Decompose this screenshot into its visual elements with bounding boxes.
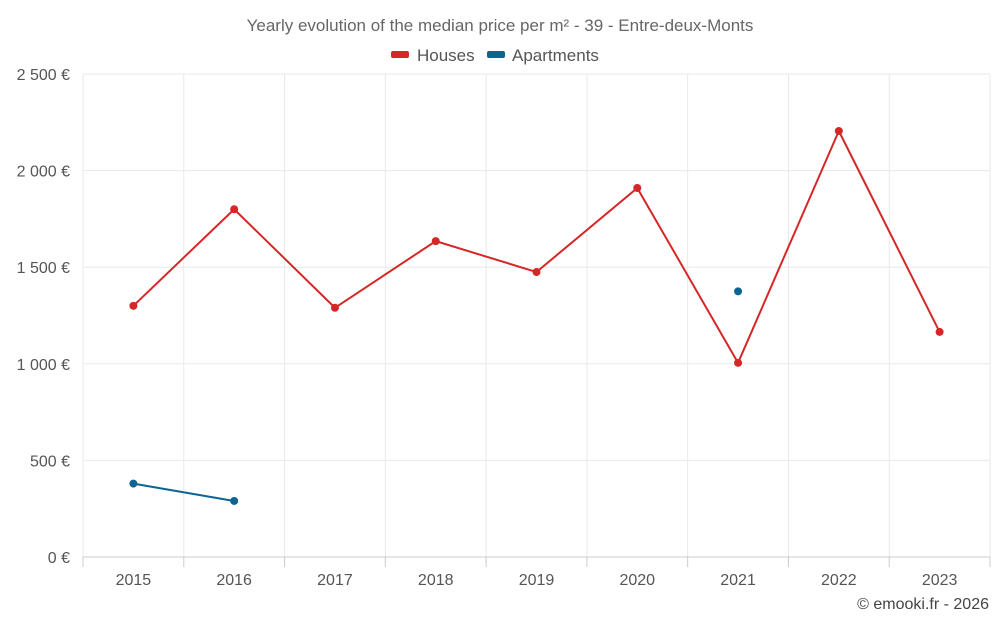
data-point-houses-2020[interactable] [633,183,642,192]
legend-swatch-apartments [487,51,505,58]
series-apartments [129,287,743,505]
data-point-apartments-2015[interactable] [129,479,138,488]
data-point-houses-2023[interactable] [935,327,944,336]
x-tick-label: 2020 [619,572,655,589]
data-point-houses-2015[interactable] [129,301,138,310]
legend-label-apartments: Apartments [512,46,599,65]
x-tick-label: 2017 [317,572,353,589]
y-axis: 0 € 500 € 1 000 € 1 500 € 2 000 € 2 500 € [17,67,70,567]
x-tick-label: 2018 [418,572,454,589]
legend-swatch-houses [391,51,409,58]
chart-title: Yearly evolution of the median price per… [247,16,754,35]
y-tick-label: 500 € [30,453,70,470]
legend-item-houses[interactable]: Houses [391,46,475,65]
x-tick-label: 2015 [116,572,152,589]
y-tick-label: 2 000 € [17,164,70,181]
data-point-apartments-2021[interactable] [734,287,743,296]
data-point-houses-2019[interactable] [532,268,541,277]
data-point-houses-2016[interactable] [230,205,239,214]
grid [82,73,991,557]
data-point-houses-2017[interactable] [330,303,339,312]
series-line-apartments [133,482,235,502]
x-tick-label: 2023 [922,572,958,589]
y-tick-label: 1 000 € [17,357,70,374]
x-tick-label: 2021 [720,572,756,589]
credit[interactable]: © emooki.fr - 2026 [857,596,989,613]
data-point-houses-2021[interactable] [734,358,743,367]
data-point-houses-2022[interactable] [834,126,843,135]
y-tick-label: 1 500 € [17,260,70,277]
plot-area [129,126,944,505]
x-tick-label: 2022 [821,572,857,589]
x-tick-label: 2016 [216,572,252,589]
legend: Houses Apartments [391,46,599,65]
series-line-houses [132,129,941,364]
y-tick-label: 0 € [48,550,70,567]
x-axis: 2015 2016 2017 2018 2019 2020 2021 2022 2023 [82,556,991,589]
series-houses [129,126,944,367]
data-point-houses-2018[interactable] [431,237,440,246]
x-tick-label: 2019 [519,572,555,589]
legend-item-apartments[interactable]: Apartments [487,46,599,65]
data-point-apartments-2016[interactable] [230,496,239,505]
legend-label-houses: Houses [417,46,475,65]
y-tick-label: 2 500 € [17,67,70,84]
